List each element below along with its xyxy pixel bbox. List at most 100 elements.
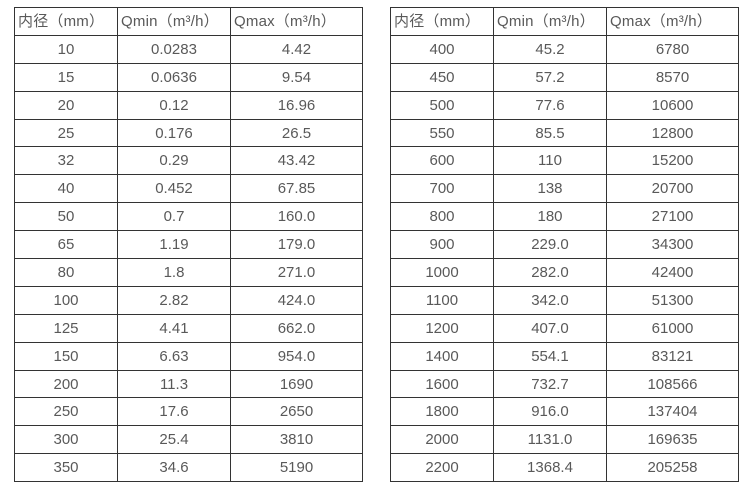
- table-cell: 51300: [606, 285, 739, 315]
- flow-table-dn10-350: 内径（mm） Qmin（m³/h） Qmax（m³/h） 10 0.0283 4.4…: [14, 7, 363, 483]
- table-cell: 43.42: [230, 146, 363, 176]
- table-cell: 1690: [230, 369, 363, 399]
- table-cell: 6.63: [117, 341, 231, 371]
- table-cell: 4.41: [117, 313, 231, 343]
- table-row: 450 57.2 8570: [390, 62, 739, 92]
- table-cell: 17.6: [117, 397, 231, 427]
- table-cell: 916.0: [493, 397, 607, 427]
- table-row: 65 1.19 179.0: [14, 230, 363, 260]
- table-row: 800 180 27100: [390, 202, 739, 232]
- table-row: 1800 916.0 137404: [390, 397, 739, 427]
- table-cell: 1100: [390, 285, 494, 315]
- table-cell: 138: [493, 174, 607, 204]
- table-cell: 400: [390, 34, 494, 64]
- table-cell: 61000: [606, 313, 739, 343]
- header-qmax: Qmax（m³/h）: [230, 7, 363, 36]
- table-row: 10 0.0283 4.42: [14, 34, 363, 64]
- table-cell: 3810: [230, 425, 363, 455]
- table-row: 2200 1368.4 205258: [390, 453, 739, 483]
- table-cell: 57.2: [493, 62, 607, 92]
- table-cell: 110: [493, 146, 607, 176]
- table-row: 40 0.452 67.85: [14, 174, 363, 204]
- table-cell: 20700: [606, 174, 739, 204]
- table-row: 1600 732.7 108566: [390, 369, 739, 399]
- table-cell: 160.0: [230, 202, 363, 232]
- table-cell: 10: [14, 34, 118, 64]
- table-cell: 2200: [390, 453, 494, 483]
- header-qmin: Qmin（m³/h）: [117, 7, 231, 36]
- table-cell: 45.2: [493, 34, 607, 64]
- table-cell: 450: [390, 62, 494, 92]
- table-cell: 0.12: [117, 90, 231, 120]
- table-row: 350 34.6 5190: [14, 453, 363, 483]
- table-row: 80 1.8 271.0: [14, 258, 363, 287]
- table-cell: 11.3: [117, 369, 231, 399]
- table-cell: 250: [14, 397, 118, 427]
- table-cell: 150: [14, 341, 118, 371]
- table-cell: 25.4: [117, 425, 231, 455]
- table-cell: 2000: [390, 425, 494, 455]
- table-cell: 1800: [390, 397, 494, 427]
- table-cell: 732.7: [493, 369, 607, 399]
- table-cell: 1131.0: [493, 425, 607, 455]
- table-cell: 0.452: [117, 174, 231, 204]
- table-cell: 6780: [606, 34, 739, 64]
- table-cell: 77.6: [493, 90, 607, 120]
- table-cell: 108566: [606, 369, 739, 399]
- table-cell: 1200: [390, 313, 494, 343]
- table-row: 15 0.0636 9.54: [14, 62, 363, 92]
- table-cell: 800: [390, 202, 494, 232]
- table-cell: 180: [493, 202, 607, 232]
- table-cell: 300: [14, 425, 118, 455]
- table-cell: 1.19: [117, 230, 231, 260]
- table-cell: 0.7: [117, 202, 231, 232]
- table-row: 125 4.41 662.0: [14, 313, 363, 343]
- table-row: 300 25.4 3810: [14, 425, 363, 455]
- table-cell: 25: [14, 118, 118, 148]
- table-cell: 100: [14, 285, 118, 315]
- table-row: 20 0.12 16.96: [14, 90, 363, 120]
- table-row: 400 45.2 6780: [390, 34, 739, 64]
- table-cell: 125: [14, 313, 118, 343]
- header-qmin: Qmin（m³/h）: [493, 7, 607, 36]
- table-cell: 550: [390, 118, 494, 148]
- table-cell: 0.176: [117, 118, 231, 148]
- table-cell: 83121: [606, 341, 739, 371]
- table-row: 1000 282.0 42400: [390, 258, 739, 287]
- table-cell: 700: [390, 174, 494, 204]
- table-row: 600 110 15200: [390, 146, 739, 176]
- table-row: 700 138 20700: [390, 174, 739, 204]
- table-cell: 1400: [390, 341, 494, 371]
- table-cell: 50: [14, 202, 118, 232]
- table-cell: 205258: [606, 453, 739, 483]
- table-row: 25 0.176 26.5: [14, 118, 363, 148]
- table-cell: 1600: [390, 369, 494, 399]
- table-cell: 137404: [606, 397, 739, 427]
- table-cell: 20: [14, 90, 118, 120]
- header-qmax: Qmax（m³/h）: [606, 7, 739, 36]
- table-row: 900 229.0 34300: [390, 230, 739, 260]
- table-cell: 954.0: [230, 341, 363, 371]
- table-cell: 2650: [230, 397, 363, 427]
- table-cell: 4.42: [230, 34, 363, 64]
- header-inner-diameter: 内径（mm）: [14, 7, 118, 36]
- table-header-row: 内径（mm） Qmin（m³/h） Qmax（m³/h）: [390, 7, 739, 36]
- table-row: 100 2.82 424.0: [14, 285, 363, 315]
- table-cell: 0.0636: [117, 62, 231, 92]
- table-cell: 179.0: [230, 230, 363, 260]
- table-cell: 342.0: [493, 285, 607, 315]
- table-cell: 1000: [390, 258, 494, 287]
- table-cell: 500: [390, 90, 494, 120]
- table-cell: 67.85: [230, 174, 363, 204]
- table-row: 32 0.29 43.42: [14, 146, 363, 176]
- table-header-row: 内径（mm） Qmin（m³/h） Qmax（m³/h）: [14, 7, 363, 36]
- table-row: 550 85.5 12800: [390, 118, 739, 148]
- table-row: 150 6.63 954.0: [14, 341, 363, 371]
- table-cell: 34300: [606, 230, 739, 260]
- table-cell: 900: [390, 230, 494, 260]
- table-cell: 1368.4: [493, 453, 607, 483]
- table-cell: 85.5: [493, 118, 607, 148]
- table-cell: 8570: [606, 62, 739, 92]
- table-cell: 662.0: [230, 313, 363, 343]
- table-cell: 1.8: [117, 258, 231, 287]
